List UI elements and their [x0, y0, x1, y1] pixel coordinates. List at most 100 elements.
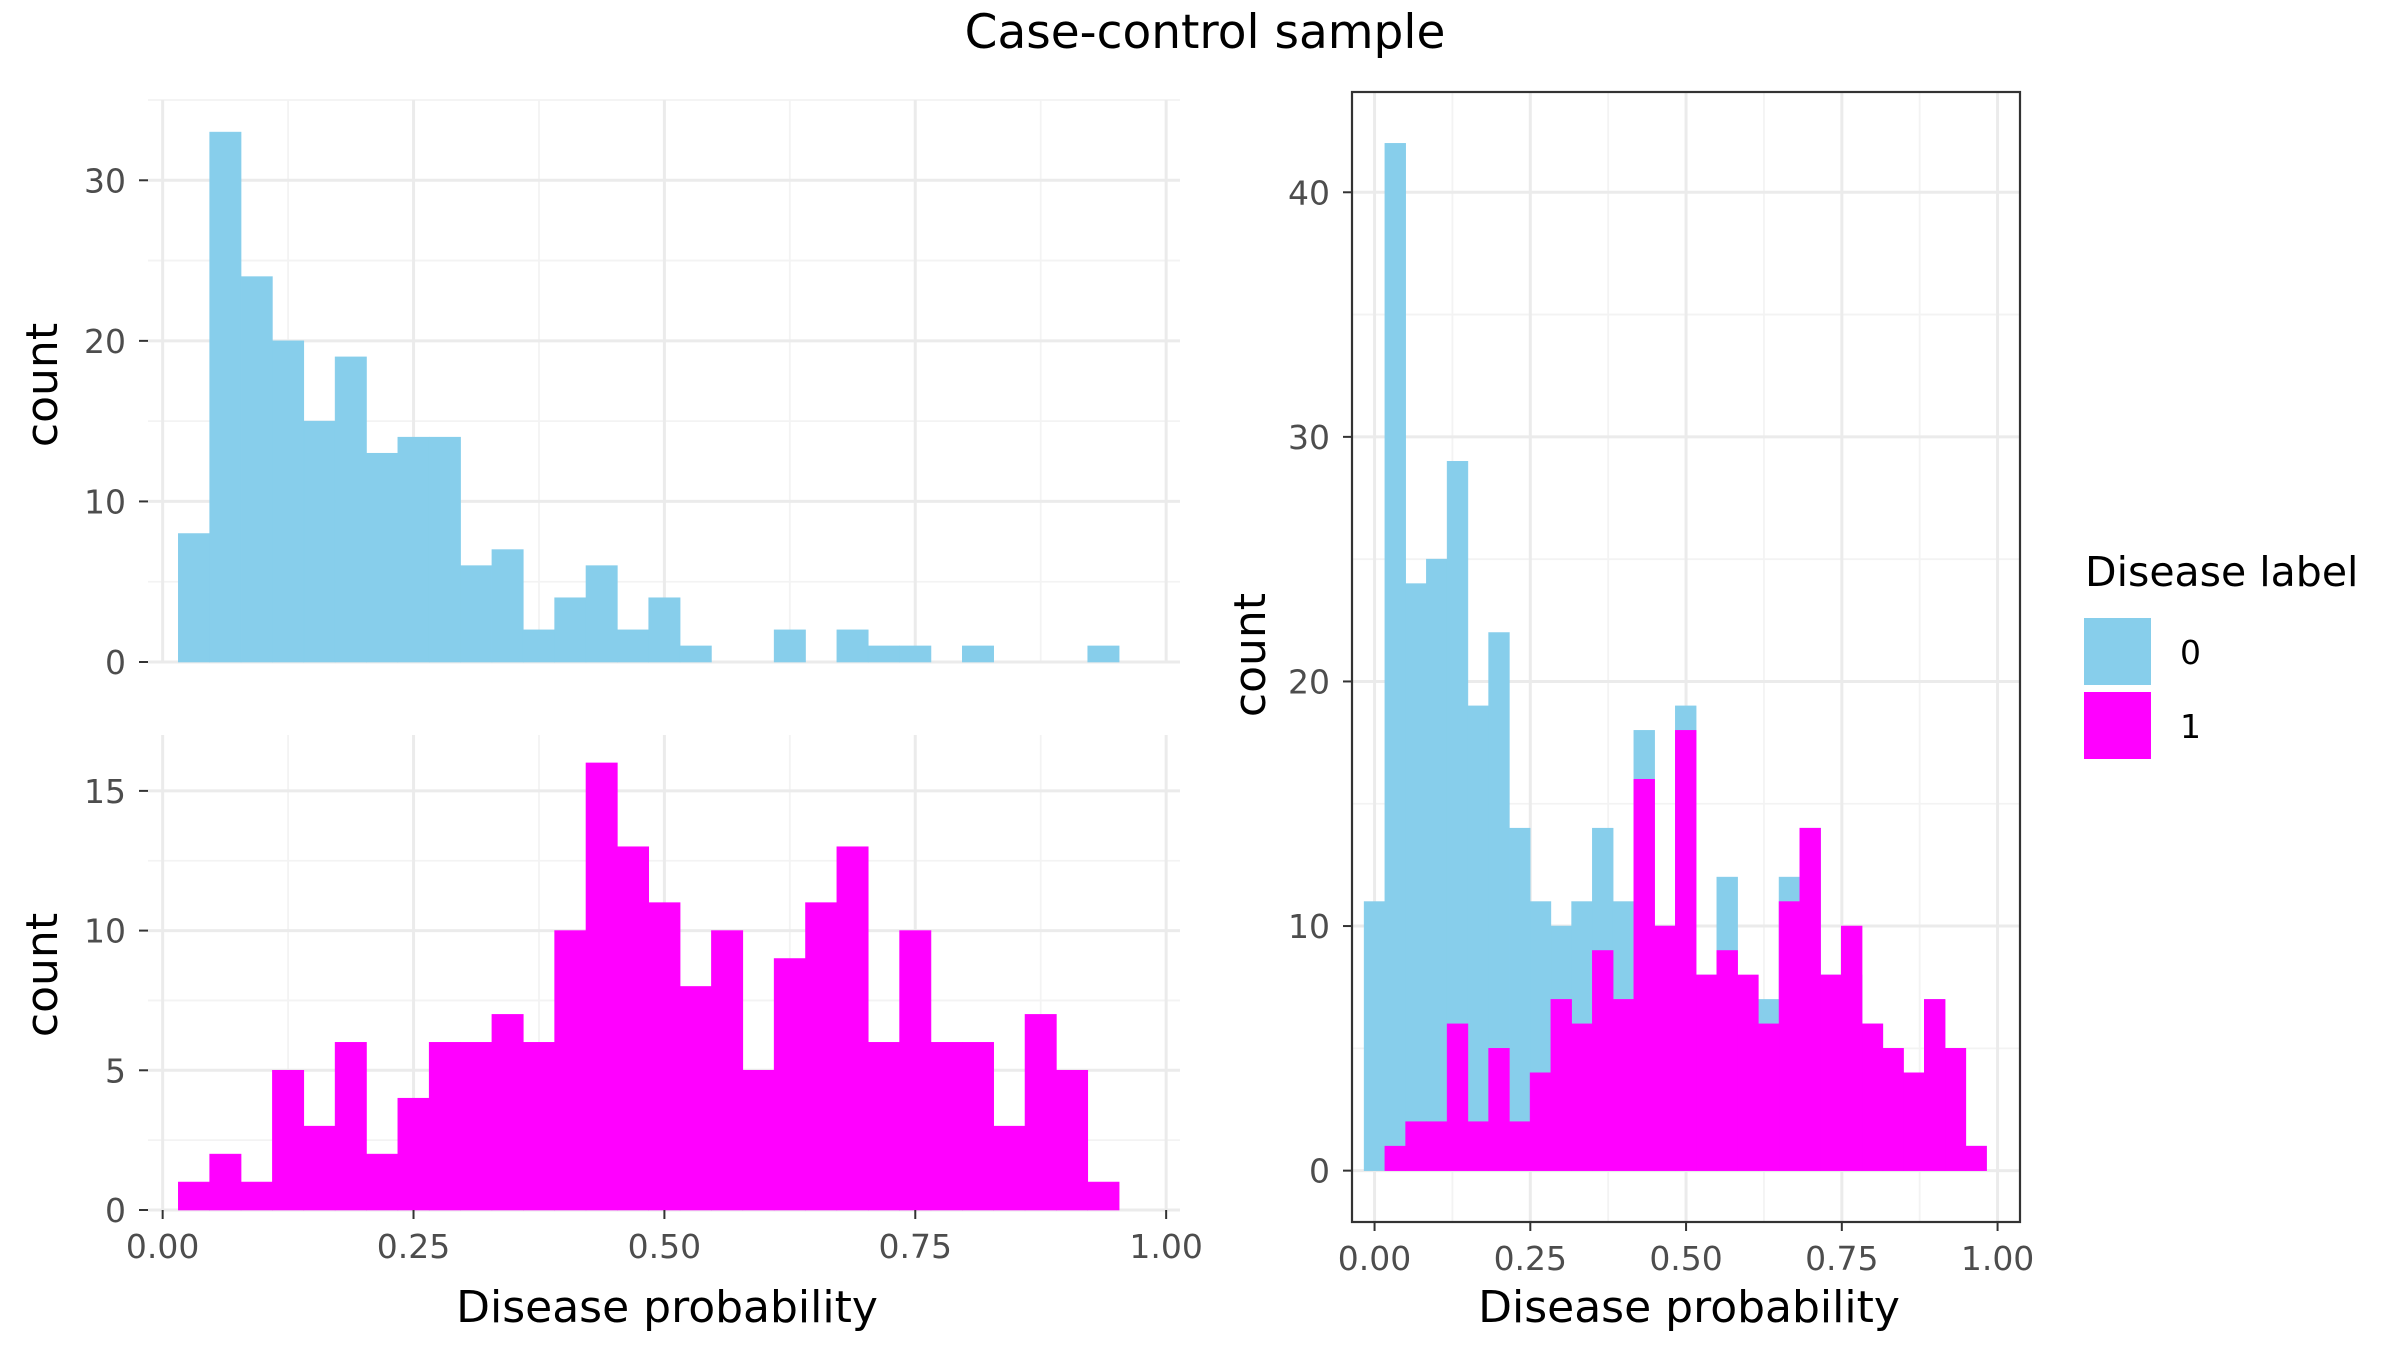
- histogram-bar: [962, 645, 994, 663]
- histogram-bar: [585, 762, 618, 1211]
- histogram-bar: [993, 1125, 1026, 1211]
- x-tick-label: 0.75: [1805, 1239, 1878, 1278]
- histogram-bar: [1087, 1181, 1120, 1211]
- histogram-bar: [554, 930, 587, 1211]
- histogram-bar: [209, 1153, 242, 1211]
- histogram-bar: [1509, 827, 1531, 1171]
- histogram-bar: [1882, 1048, 1904, 1171]
- legend-label-0: 0: [2180, 633, 2201, 672]
- histogram-bar: [1654, 925, 1676, 1171]
- histogram-bar: [836, 846, 869, 1211]
- histogram-bar: [773, 629, 806, 663]
- histogram-bar: [303, 420, 336, 663]
- y-tick-label: 0: [1309, 1152, 1330, 1191]
- x-axis-title: Disease probability: [456, 1282, 878, 1333]
- histogram-bar: [617, 629, 650, 663]
- histogram-bar: [240, 276, 273, 663]
- y-tick-label: 20: [84, 322, 126, 361]
- histogram-bar: [1571, 1023, 1593, 1171]
- y-tick-label: 10: [84, 482, 126, 521]
- x-axis-title: Disease probability: [1478, 1282, 1900, 1333]
- histogram-bar: [1861, 1023, 1884, 1171]
- y-tick-label: 20: [1288, 662, 1330, 701]
- x-tick-label: 0.50: [1649, 1239, 1722, 1278]
- x-tick-label: 1.00: [1129, 1227, 1202, 1266]
- histogram-bar: [1758, 1023, 1780, 1171]
- histogram-bar: [1550, 999, 1572, 1171]
- histogram-bar: [178, 1181, 210, 1211]
- y-axis-title: count: [1225, 593, 1276, 717]
- histogram-bar: [1488, 1048, 1510, 1171]
- histogram-bar: [1737, 974, 1759, 1171]
- histogram-bar: [1363, 901, 1386, 1171]
- histogram-bar: [773, 958, 806, 1211]
- histogram-bar: [272, 1069, 305, 1211]
- histogram-bar: [648, 597, 681, 663]
- histogram-bar: [1405, 583, 1427, 1171]
- y-tick-label: 5: [105, 1051, 126, 1090]
- histogram-bar: [1384, 1145, 1406, 1171]
- legend-title: Disease label: [2085, 548, 2358, 596]
- panel-bottom-left-cases: 0 5 10 15 0.00 0.25 0.50 0.75 1.00 count Disease p…: [17, 735, 1203, 1333]
- histogram-bar: [1592, 950, 1614, 1171]
- histogram-bar: [460, 565, 493, 663]
- histogram-bar: [522, 1042, 555, 1211]
- histogram-bar: [1529, 1072, 1552, 1171]
- x-tick-label: 0.25: [1494, 1239, 1567, 1278]
- histogram-bar: [1841, 925, 1863, 1171]
- legend: Disease label 0 1: [2084, 548, 2358, 759]
- y-tick-label: 15: [84, 772, 126, 811]
- histogram-bar: [272, 340, 305, 663]
- histogram-bar: [1820, 974, 1842, 1171]
- x-tick-label: 0.00: [1338, 1239, 1411, 1278]
- figure-title: Case-control sample: [965, 5, 1446, 60]
- histogram-bar: [867, 1042, 900, 1211]
- y-tick-label: 40: [1288, 173, 1330, 212]
- histogram-bar: [805, 902, 838, 1211]
- histogram-bar: [1509, 1121, 1531, 1171]
- x-tick-label: 1.00: [1961, 1239, 2034, 1278]
- histogram-bar: [303, 1125, 336, 1211]
- histogram-bar: [1405, 1121, 1427, 1171]
- histogram-bar: [1612, 999, 1635, 1171]
- histogram-bar: [209, 131, 242, 663]
- histogram-bar: [428, 436, 461, 663]
- x-tick-label: 0.00: [126, 1227, 199, 1266]
- histogram-bar: [679, 645, 712, 663]
- histogram-bar: [1426, 1121, 1448, 1171]
- histogram-bar: [1446, 1023, 1469, 1171]
- histogram-bar: [617, 846, 650, 1211]
- y-tick-label: 30: [84, 161, 126, 200]
- legend-swatch-1: [2084, 692, 2151, 759]
- histogram-bar: [742, 1069, 775, 1211]
- histogram-bar: [1944, 1048, 1967, 1171]
- histogram-bar: [585, 565, 618, 663]
- histogram-bar: [1903, 1072, 1925, 1171]
- histogram-bar: [334, 356, 367, 663]
- histogram-bar: [1056, 1069, 1089, 1211]
- histogram-bar: [899, 930, 932, 1211]
- series-0-bars: [178, 131, 1120, 663]
- histogram-bar: [1716, 950, 1738, 1171]
- x-tick-label: 0.75: [879, 1227, 952, 1266]
- histogram-bar: [711, 930, 744, 1211]
- histogram-bar: [899, 645, 932, 663]
- histogram-bar: [1675, 730, 1697, 1171]
- histogram-bar: [1087, 645, 1120, 663]
- histogram-bar: [460, 1042, 493, 1211]
- legend-label-1: 1: [2180, 707, 2201, 746]
- histogram-bar: [240, 1181, 273, 1211]
- histogram-bar: [679, 986, 712, 1211]
- y-axis-title: count: [17, 323, 68, 447]
- histogram-bar: [554, 597, 587, 663]
- histogram-bar: [1695, 974, 1718, 1171]
- y-tick-label: 30: [1288, 418, 1330, 457]
- histogram-bar: [962, 1042, 994, 1211]
- histogram-bar: [397, 1097, 430, 1211]
- y-tick-label: 0: [105, 643, 126, 682]
- histogram-bar: [1924, 999, 1946, 1171]
- histogram-bar: [1778, 901, 1801, 1171]
- histogram-bar: [1024, 1014, 1057, 1211]
